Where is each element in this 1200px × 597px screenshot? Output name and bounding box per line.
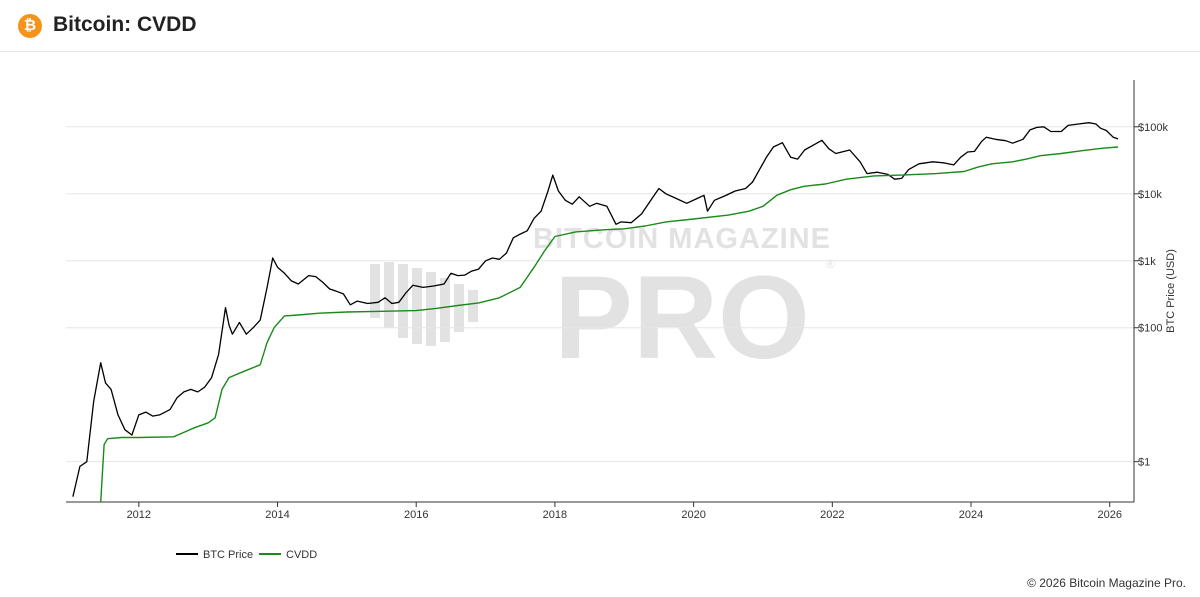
x-tick-label: 2016 xyxy=(404,509,428,521)
legend-btc-price-label: BTC Price xyxy=(203,549,253,561)
watermark-top-text: BITCOIN MAGAZINE xyxy=(533,223,831,255)
bitcoin-logo-icon: ₿ xyxy=(18,14,42,38)
watermark-emblem-bar xyxy=(468,290,478,322)
x-tick-label: 2022 xyxy=(820,509,844,521)
y-tick-label: $100k xyxy=(1138,122,1168,134)
watermark-pro-text: PRO xyxy=(554,252,810,384)
x-tick-label: 2018 xyxy=(543,509,567,521)
y-axis-title: BTC Price (USD) xyxy=(1165,249,1177,333)
watermark-emblem-bar xyxy=(370,264,380,318)
watermark-emblem-bar xyxy=(440,278,450,342)
legend-cvdd-label: CVDD xyxy=(286,549,317,561)
cvdd-line xyxy=(100,146,1119,503)
x-tick-label: 2026 xyxy=(1097,509,1121,521)
copyright-text: © 2026 Bitcoin Magazine Pro. xyxy=(1027,576,1186,590)
watermark-emblem-bar xyxy=(454,284,464,332)
y-tick-label: $1 xyxy=(1138,457,1150,469)
x-tick-label: 2020 xyxy=(681,509,705,521)
watermark-emblem-bar xyxy=(398,264,408,338)
y-tick-label: $100 xyxy=(1138,323,1162,335)
chart-header: ₿ Bitcoin: CVDD xyxy=(0,0,1200,52)
watermark-emblem-bar xyxy=(384,262,394,328)
page-title: Bitcoin: CVDD xyxy=(53,13,197,36)
btc-price-line xyxy=(72,122,1119,497)
watermark-emblem-bar xyxy=(412,268,422,344)
y-tick-label: $1k xyxy=(1138,256,1156,268)
y-tick-label: $10k xyxy=(1138,189,1162,201)
watermark-registered-mark: ® xyxy=(826,257,835,271)
x-tick-label: 2012 xyxy=(127,509,151,521)
x-tick-label: 2024 xyxy=(959,509,983,521)
x-tick-label: 2014 xyxy=(265,509,289,521)
